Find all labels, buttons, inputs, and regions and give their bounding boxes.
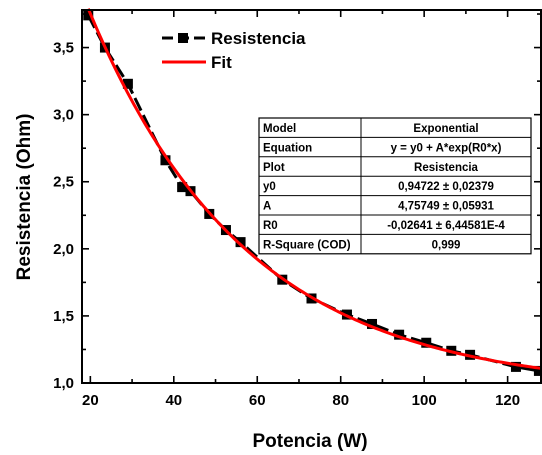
y-tick-label: 2,5 (53, 174, 74, 191)
data-point (177, 182, 188, 193)
legend-label-resistencia: Resistencia (211, 29, 306, 48)
x-axis-title: Potencia (W) (252, 431, 367, 452)
legend: Resistencia Fit (162, 29, 306, 72)
data-point (83, 10, 94, 21)
fit-table-frame (258, 117, 532, 255)
x-tick-label: 80 (332, 392, 349, 409)
fit-table-value: 0,999 (432, 239, 461, 251)
fit-table-value: 4,75749 ± 0,05931 (398, 201, 494, 213)
fit-table-key: Model (263, 123, 296, 135)
fit-curve (86, 8, 542, 370)
x-tick-labels: 20 40 60 80 100 120 (82, 392, 520, 409)
fit-table-value: 0,94722 ± 0,02379 (398, 181, 494, 193)
y-tick-labels: 1,0 1,5 2,0 2,5 3,0 3,5 (53, 40, 74, 392)
data-point (533, 365, 542, 376)
x-tick-label: 40 (165, 392, 182, 409)
x-tick-label: 120 (495, 392, 520, 409)
fit-table-key: Plot (263, 162, 285, 174)
x-tick-label: 20 (82, 392, 99, 409)
fit-table-key: R0 (263, 220, 278, 232)
legend-label-fit: Fit (211, 53, 232, 72)
legend-marker-resistencia (178, 33, 188, 43)
x-tick-label: 100 (412, 392, 437, 409)
y-tick-label: 1,5 (53, 308, 74, 325)
fit-table-value: y = y0 + A*exp(R0*x) (391, 142, 502, 154)
fit-layer (86, 8, 542, 370)
fit-table-value: Exponential (413, 123, 478, 135)
y-tick-label: 1,0 (53, 375, 74, 392)
legend-item-resistencia: Resistencia (162, 29, 306, 48)
y-tick-label: 2,0 (53, 241, 74, 258)
legend-item-fit: Fit (162, 53, 232, 72)
data-point (160, 155, 171, 166)
data-point (122, 78, 133, 89)
fit-results-table: Model Exponential Equation y = y0 + A*exp(R… (258, 117, 532, 255)
fit-table-value: -0,02641 ± 6,44581E-4 (387, 220, 505, 232)
fit-table-key: Equation (263, 142, 312, 154)
data-point (421, 337, 432, 348)
data-point (367, 318, 378, 329)
fit-table-key: y0 (263, 181, 276, 193)
plot-frame (81, 9, 542, 384)
fit-table-value: Resistencia (414, 162, 479, 174)
fit-table-key: A (263, 201, 271, 213)
data-point (394, 329, 405, 340)
data-point (510, 361, 521, 372)
y-tick-label: 3,5 (53, 40, 74, 57)
x-tick-label: 60 (249, 392, 266, 409)
y-tick-label: 3,0 (53, 107, 74, 124)
data-point (235, 237, 246, 248)
fit-table-key: R-Square (COD) (263, 239, 351, 251)
y-axis-title: Resistencia (Ohm) (14, 114, 35, 281)
